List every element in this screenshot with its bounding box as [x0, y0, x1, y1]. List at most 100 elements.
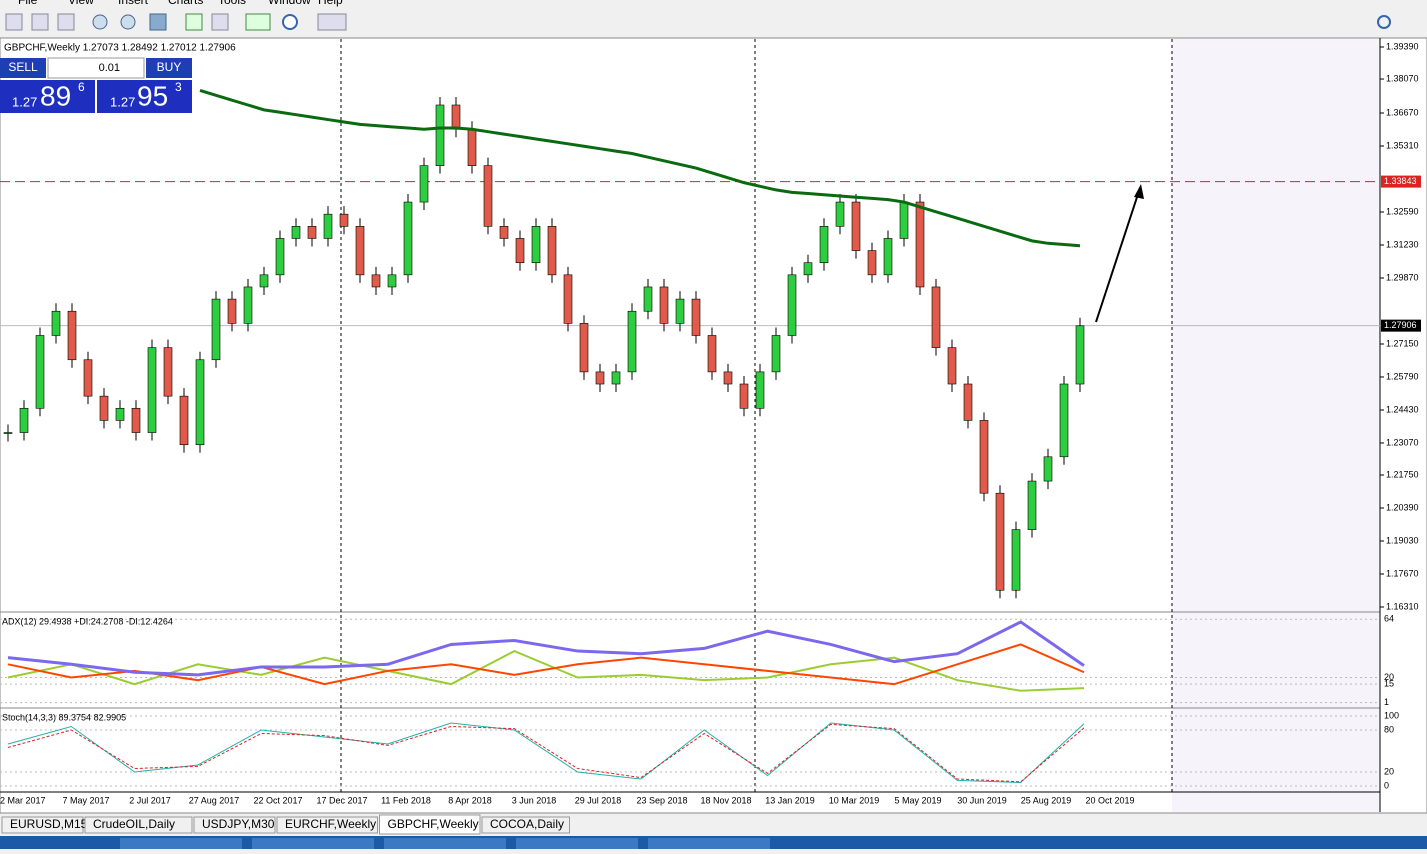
buy-button[interactable] — [146, 58, 192, 78]
candle — [675, 298, 685, 324]
y-tick-label: 1.21750 — [1386, 469, 1419, 479]
candle — [499, 226, 509, 239]
x-tick-label: 8 Apr 2018 — [448, 795, 492, 805]
candle — [643, 286, 653, 312]
periods[interactable] — [282, 14, 298, 30]
candle — [755, 371, 765, 409]
adx-adx — [7, 620, 1085, 677]
candle — [387, 274, 397, 288]
x-tick-label: 27 Aug 2017 — [189, 795, 240, 805]
tool-icon[interactable] — [185, 13, 203, 31]
y-tick-label: 1.17670 — [1386, 568, 1419, 578]
candle — [291, 226, 301, 239]
task-item[interactable] — [516, 838, 638, 849]
zoom-out[interactable] — [120, 14, 136, 30]
y-tick-label: 1.36670 — [1386, 107, 1419, 117]
candle — [563, 274, 573, 324]
sell-button[interactable] — [0, 58, 46, 78]
tab[interactable] — [276, 816, 378, 834]
candle — [1043, 456, 1053, 482]
tool-icon[interactable] — [31, 13, 49, 31]
y-tick-label: 15 — [1384, 679, 1394, 689]
candle — [1011, 529, 1021, 591]
menu-item: Insert — [118, 0, 149, 7]
x-tick-label: 18 Nov 2018 — [700, 795, 751, 805]
y-tick-label: 1 — [1384, 697, 1389, 707]
y-tick-label: 100 — [1384, 710, 1399, 720]
candle — [451, 104, 461, 130]
tab[interactable] — [193, 816, 276, 834]
x-tick-label: 3 Jun 2018 — [512, 795, 557, 805]
x-tick-label: 29 Jul 2018 — [575, 795, 622, 805]
ask-frac: 3 — [175, 80, 182, 94]
y-tick-label: 1.24430 — [1386, 404, 1419, 414]
bid-box[interactable] — [0, 80, 95, 113]
tool-icon[interactable] — [317, 13, 347, 31]
lot-value: 0.01 — [99, 62, 120, 74]
chart-header: GBPCHF,Weekly 1.27073 1.28492 1.27012 1.… — [4, 43, 236, 54]
candle — [803, 262, 813, 276]
toolbar-bg — [0, 0, 1427, 38]
y-tick-label: 1.20390 — [1386, 502, 1419, 512]
task-item[interactable] — [384, 838, 506, 849]
x-tick-label: 13 Jan 2019 — [765, 795, 815, 805]
candle — [579, 323, 589, 373]
tool-icon[interactable] — [211, 13, 229, 31]
candle — [115, 407, 125, 421]
arrow — [1095, 187, 1141, 323]
y-tick-label: 1.31230 — [1386, 239, 1419, 249]
menu-item: Help — [318, 0, 343, 7]
candle — [963, 383, 973, 421]
candle — [691, 298, 701, 336]
tool-icon[interactable] — [149, 13, 167, 31]
tab-label: USDJPY,M30 — [202, 817, 275, 831]
buy-label: BUY — [157, 60, 182, 74]
candle — [211, 298, 221, 361]
candle — [483, 165, 493, 227]
tool-icon[interactable] — [245, 13, 271, 31]
candle — [195, 359, 205, 445]
candle — [371, 274, 381, 288]
x-tick-label: 7 May 2017 — [62, 795, 109, 805]
x-tick-label: 5 May 2019 — [894, 795, 941, 805]
tab[interactable] — [1, 816, 84, 834]
y-tick-label: 20 — [1384, 766, 1394, 776]
tab[interactable] — [379, 814, 481, 835]
candle — [131, 407, 141, 433]
y-tick-label: 1.23070 — [1386, 437, 1419, 447]
tab[interactable] — [84, 816, 193, 834]
x-tick-label: 2 Jul 2017 — [129, 795, 171, 805]
y-tick-label: 1.19030 — [1386, 535, 1419, 545]
toolbar — [5, 13, 1391, 31]
moving-average — [199, 89, 1081, 248]
candle — [787, 274, 797, 336]
y-tick-label: 64 — [1384, 614, 1394, 624]
candle — [707, 335, 717, 373]
task-item[interactable] — [648, 838, 770, 849]
tool-icon[interactable] — [57, 13, 75, 31]
candle — [275, 238, 285, 276]
task-item[interactable] — [252, 838, 374, 849]
candle — [627, 310, 637, 373]
x-tick-label: 25 Aug 2019 — [1021, 795, 1072, 805]
y-tick-label: 1.25790 — [1386, 371, 1419, 381]
zoom-in[interactable] — [92, 14, 108, 30]
search[interactable] — [1377, 15, 1391, 29]
candle — [723, 371, 733, 385]
y-tick-label: 1.38070 — [1386, 73, 1419, 83]
tool-icon[interactable] — [5, 13, 23, 31]
x-tick-label: 23 Sep 2018 — [636, 795, 687, 805]
ask-box[interactable] — [97, 80, 192, 113]
x-tick-label: 20 Oct 2019 — [1085, 795, 1134, 805]
candle — [419, 165, 429, 203]
task-item[interactable] — [120, 838, 242, 849]
y-tick-label: 80 — [1384, 724, 1394, 734]
candle — [531, 226, 541, 264]
menu-item: Window — [268, 0, 311, 7]
candle — [147, 347, 157, 433]
x-tick-label: 10 Mar 2019 — [829, 795, 880, 805]
menu-item: View — [68, 0, 94, 7]
lot-input[interactable] — [47, 57, 145, 79]
tab[interactable] — [481, 816, 570, 834]
